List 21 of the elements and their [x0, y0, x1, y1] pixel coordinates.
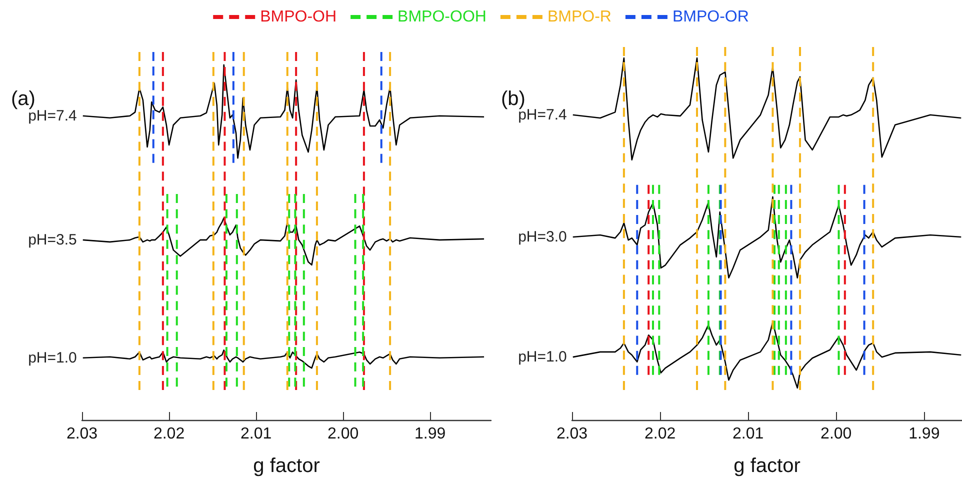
legend-label: BMPO-OH — [260, 8, 337, 26]
legend-label: BMPO-OR — [672, 8, 749, 26]
series-label: pH=1.0 — [518, 348, 567, 366]
legend-label: BMPO-OOH — [398, 8, 486, 26]
x-tick-label: 2.03 — [556, 426, 588, 442]
x-tick-label: 2.01 — [240, 426, 272, 442]
x-tick-label: 2.03 — [66, 426, 98, 442]
x-axis-title: g factor — [253, 455, 320, 477]
x-tick-label: 2.02 — [644, 426, 676, 442]
series-label: pH=3.5 — [28, 231, 77, 248]
x-tick-label: 1.99 — [908, 426, 940, 442]
text: (a) — [11, 88, 36, 110]
x-tick-label: 2.00 — [327, 426, 359, 442]
legend-label: BMPO-R — [547, 8, 612, 26]
x-tick-label: 2.02 — [153, 426, 185, 442]
x-tick-label: 2.00 — [820, 426, 852, 442]
x-axis-title: g factor — [734, 455, 801, 477]
series-label: pH=1.0 — [28, 349, 77, 366]
x-tick-label: 2.01 — [732, 426, 764, 442]
series-label: pH=3.0 — [518, 228, 567, 246]
x-tick-label: 1.99 — [414, 426, 446, 442]
